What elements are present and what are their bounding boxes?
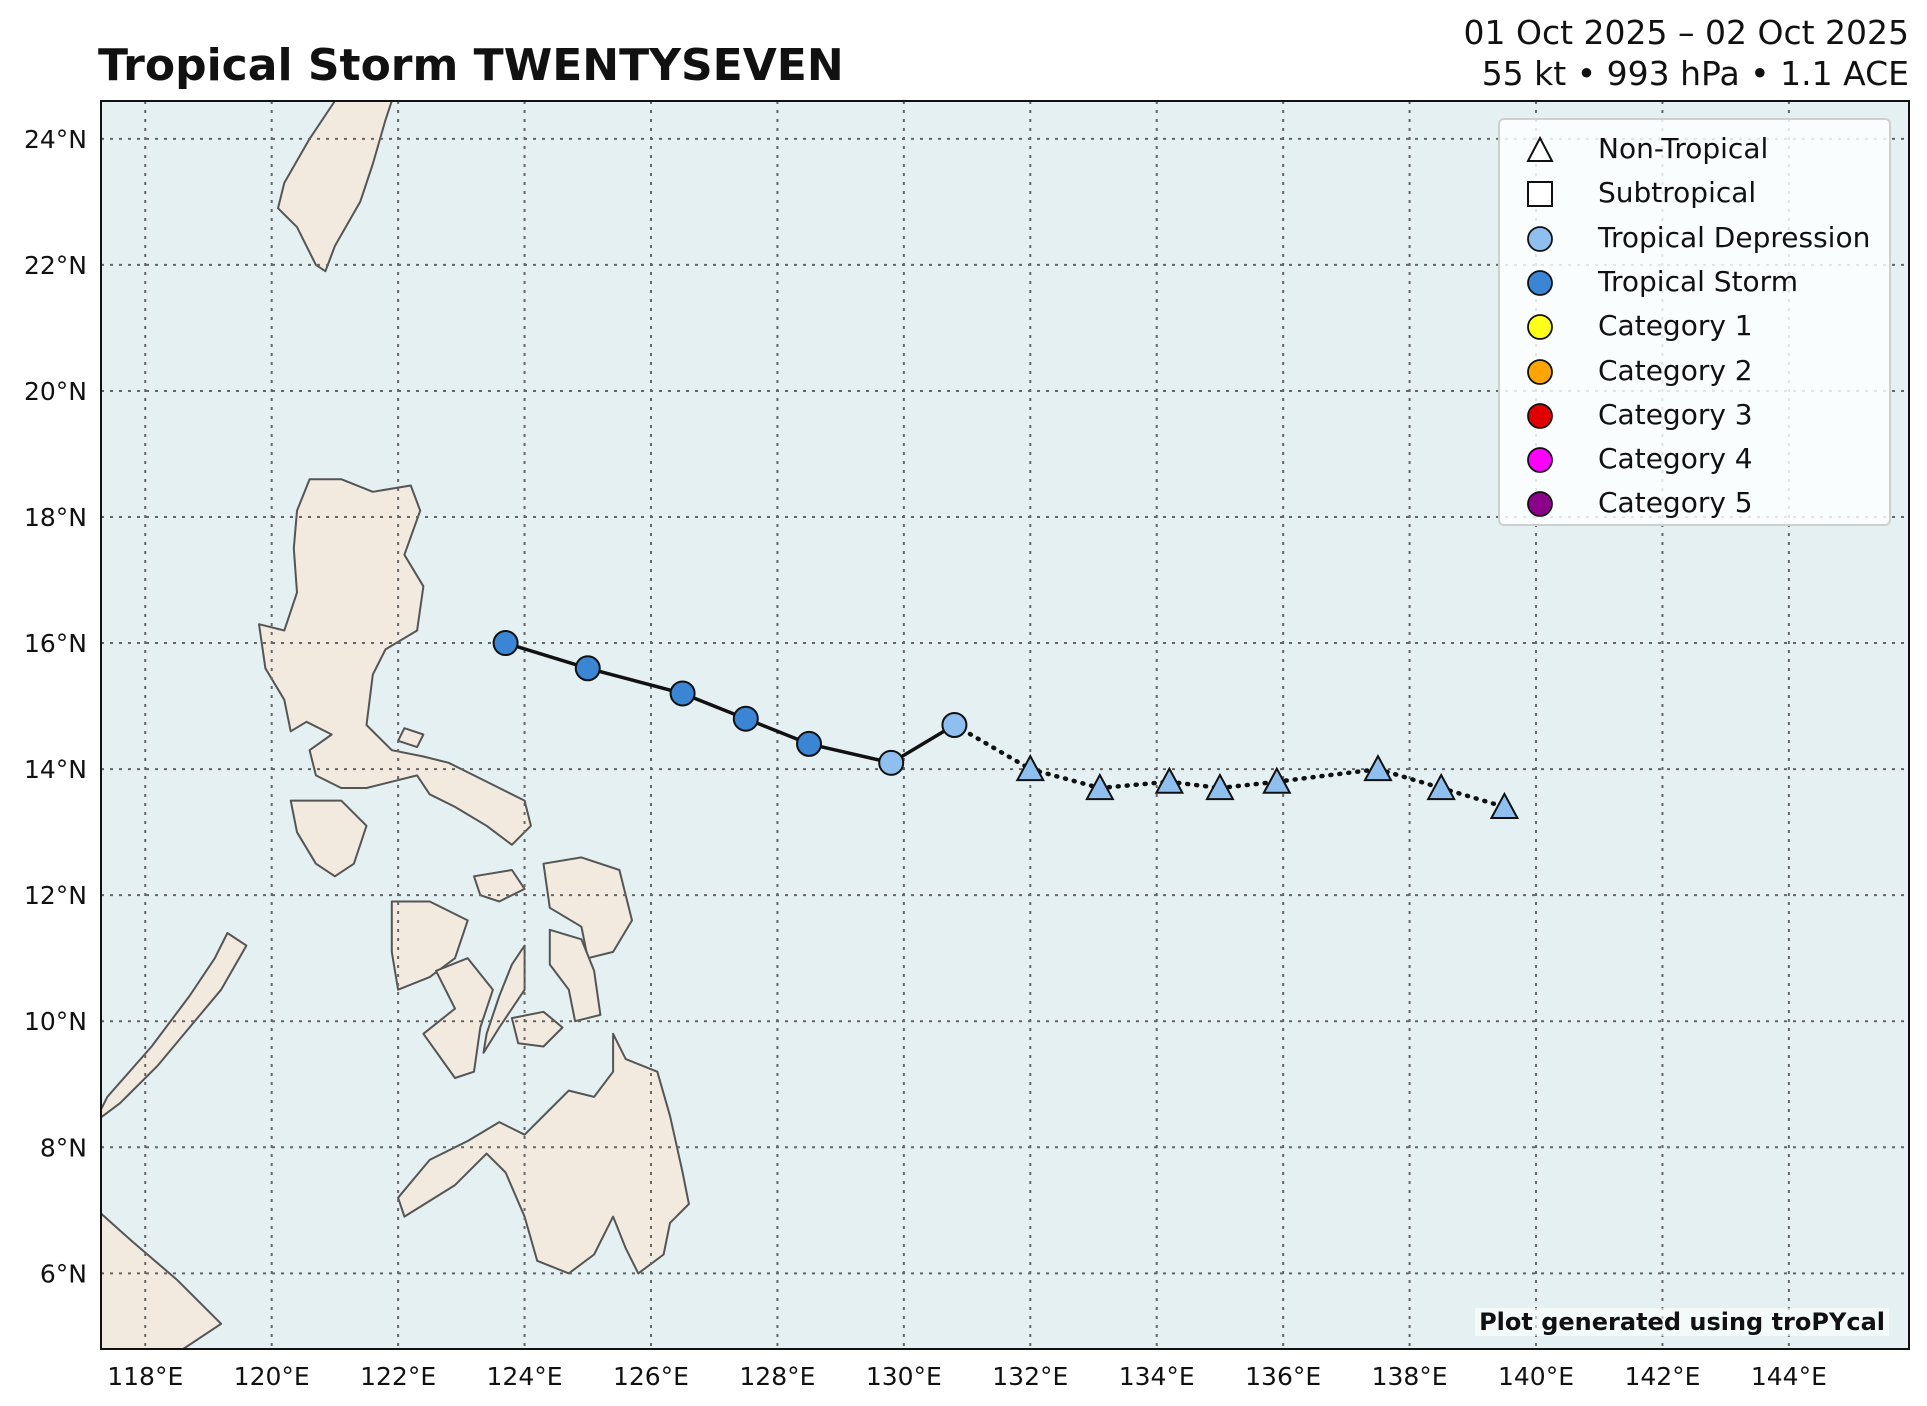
track-point-non-tropical — [1085, 772, 1115, 801]
longitude-tick-label: 130°E — [866, 1362, 942, 1391]
track-point-tropical-depression — [878, 749, 905, 776]
landmass-mindanao — [397, 1032, 690, 1275]
track-point-tropical-storm — [492, 630, 519, 657]
landmass-negros — [422, 957, 494, 1079]
storm-track — [492, 630, 1520, 819]
landmass-cebu — [482, 944, 526, 1054]
track-segment — [1097, 779, 1172, 791]
track-segment — [1438, 785, 1507, 810]
legend-item: Tropical Storm — [1500, 261, 1889, 301]
landmass-taiwan — [277, 101, 393, 273]
track-segment — [1217, 779, 1280, 791]
latitude-tick-label: 12°N — [24, 881, 87, 910]
track-point-non-tropical — [1489, 791, 1520, 819]
track-segment — [503, 641, 590, 671]
track-point-non-tropical — [1363, 754, 1393, 782]
longitude-tick-label: 118°E — [107, 1362, 183, 1391]
legend-circle-icon — [1527, 225, 1553, 252]
landmass-masbate — [473, 869, 526, 903]
latitude-tick-label: 24°N — [24, 125, 87, 154]
storm-title: Tropical Storm TWENTYSEVEN — [98, 40, 844, 91]
track-point-tropical-storm — [732, 705, 759, 732]
track-segment — [1028, 766, 1103, 791]
legend-item: Category 3 — [1500, 394, 1889, 434]
longitude-tick-label: 132°E — [992, 1362, 1068, 1391]
legend-label: Non-Tropical — [1598, 132, 1769, 165]
track-segment — [952, 722, 1033, 772]
legend-label: Tropical Storm — [1598, 264, 1798, 298]
latitude-tick-label: 20°N — [24, 377, 87, 406]
legend-item: Non-Tropical — [1500, 128, 1889, 168]
track-point-tropical-storm — [796, 730, 823, 757]
latitude-tick-label: 8°N — [40, 1133, 87, 1162]
track-point-non-tropical — [1015, 754, 1045, 782]
landmass-borneo — [101, 1212, 223, 1349]
track-point-non-tropical — [1205, 772, 1235, 801]
longitude-ticks: 118°E 120°E 122°E 124°E 126°E 128°E 130°E 132°E… — [107, 1362, 1827, 1391]
legend-circle-icon — [1527, 269, 1553, 296]
latitude-tick-label: 18°N — [24, 503, 87, 532]
storm-stats: 55 kt • 993 hPa • 1.1 ACE — [1481, 54, 1909, 93]
legend-label: Tropical Depression — [1598, 220, 1871, 254]
longitude-tick-label: 134°E — [1119, 1362, 1195, 1391]
date-range: 01 Oct 2025 – 02 Oct 2025 — [1463, 13, 1910, 52]
legend-triangle-icon — [1526, 136, 1554, 162]
map-frame — [100, 100, 1910, 1350]
track-point-tropical-storm — [669, 680, 696, 707]
legend-item: Category 5 — [1500, 482, 1889, 522]
land-layer — [101, 101, 690, 1349]
legend: Non-Tropical Subtropical Tropical Depressi… — [1498, 118, 1891, 526]
gridlines — [101, 101, 1909, 1349]
legend-label: Category 4 — [1598, 442, 1753, 476]
longitude-tick-label: 122°E — [360, 1362, 436, 1391]
legend-square-icon — [1527, 181, 1553, 208]
credit-text: Plot generated using troPYcal — [1475, 1308, 1889, 1336]
legend-circle-icon — [1527, 402, 1553, 429]
track-segment — [1274, 766, 1381, 784]
landmass-palawan — [101, 932, 248, 1119]
legend-item: Category 2 — [1500, 350, 1889, 390]
longitude-tick-label: 140°E — [1498, 1362, 1574, 1391]
landmass-leyte — [548, 928, 602, 1023]
legend-circle-icon — [1527, 491, 1553, 518]
longitude-tick-label: 120°E — [234, 1362, 310, 1391]
legend-label: Category 1 — [1598, 309, 1753, 343]
latitude-ticks: 6°N 8°N 10°N 12°N 14°N 16°N 18°N 20°N 22°N 24°N — [24, 125, 87, 1289]
track-segment — [1375, 766, 1444, 791]
longitude-tick-label: 144°E — [1751, 1362, 1827, 1391]
storm-summary-block: 01 Oct 2025 – 02 Oct 2025 55 kt • 993 hP… — [1464, 12, 1910, 94]
latitude-tick-label: 10°N — [24, 1007, 87, 1036]
latitude-tick-label: 6°N — [40, 1259, 87, 1288]
longitude-tick-label: 128°E — [739, 1362, 815, 1391]
legend-item: Category 1 — [1500, 305, 1889, 345]
legend-item: Tropical Depression — [1500, 217, 1889, 257]
legend-label: Category 3 — [1598, 397, 1753, 431]
legend-circle-icon — [1527, 314, 1553, 341]
track-point-non-tropical — [1154, 766, 1185, 794]
track-point-tropical-depression — [941, 712, 968, 738]
legend-circle-icon — [1527, 358, 1553, 385]
landmass-samar — [542, 856, 633, 960]
legend-item: Category 4 — [1500, 438, 1889, 478]
latitude-tick-label: 14°N — [24, 755, 87, 784]
longitude-tick-label: 142°E — [1624, 1362, 1700, 1391]
track-point-non-tropical — [1426, 772, 1456, 801]
longitude-tick-label: 126°E — [613, 1362, 689, 1391]
longitude-tick-label: 124°E — [487, 1362, 563, 1391]
legend-label: Category 2 — [1598, 353, 1753, 387]
longitude-tick-label: 136°E — [1245, 1362, 1321, 1391]
legend-label: Subtropical — [1598, 176, 1757, 210]
longitude-tick-label: 138°E — [1372, 1362, 1448, 1391]
legend-label: Category 5 — [1598, 486, 1753, 520]
track-point-tropical-storm — [574, 655, 601, 682]
track-segment — [807, 742, 893, 765]
landmass-mindoro — [289, 799, 368, 878]
track-point-non-tropical — [1262, 766, 1292, 794]
latitude-tick-label: 22°N — [24, 251, 87, 280]
landmass-bataan-islet — [397, 727, 425, 749]
track-segment — [586, 666, 685, 696]
latitude-tick-label: 16°N — [24, 629, 87, 658]
legend-item: Subtropical — [1500, 172, 1889, 212]
legend-circle-icon — [1527, 447, 1553, 473]
